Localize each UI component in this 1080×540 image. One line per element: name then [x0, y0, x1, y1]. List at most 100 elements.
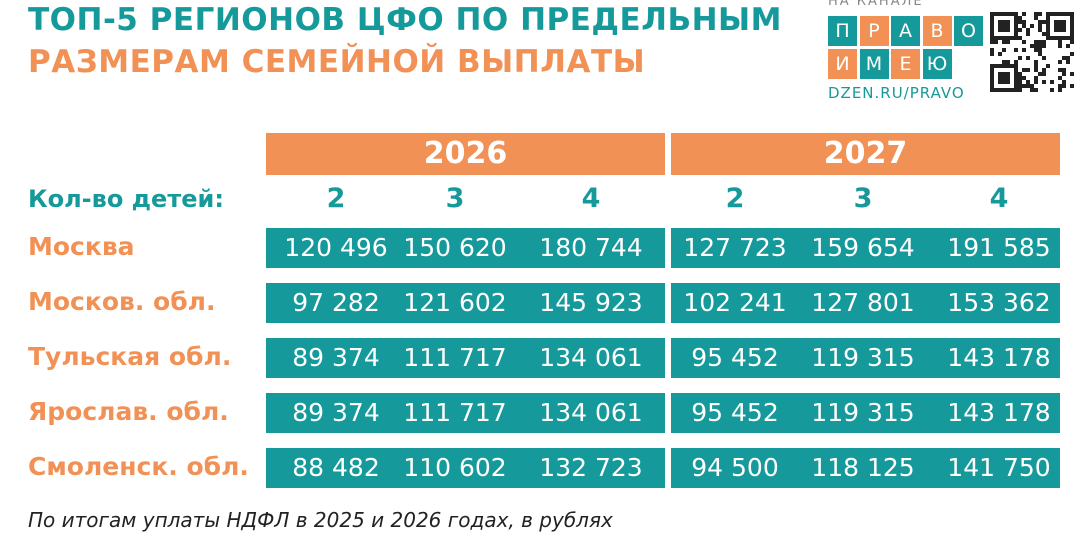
qr-module [1002, 40, 1006, 44]
qr-module [1034, 68, 1038, 72]
qr-module [1022, 76, 1026, 80]
qr-module [1062, 84, 1066, 88]
value-cell: 134 061 [539, 343, 643, 372]
value-cell: 88 482 [292, 453, 380, 482]
logo-tile: П [828, 16, 857, 46]
qr-module [998, 72, 1010, 84]
qr-module [1042, 56, 1046, 60]
value-cell: 110 602 [403, 453, 507, 482]
value-cell: 94 500 [691, 453, 779, 482]
qr-module [1046, 64, 1050, 68]
value-cell: 134 061 [539, 398, 643, 427]
logo-tile: М [859, 49, 889, 79]
qr-module [1002, 48, 1006, 52]
qr-module [1038, 40, 1042, 44]
value-cell: 111 717 [403, 398, 507, 427]
qr-module [1018, 56, 1022, 60]
year-header [266, 133, 665, 175]
qr-module [1062, 80, 1066, 84]
qr-module [1058, 88, 1062, 92]
value-cell: 121 602 [403, 288, 507, 317]
year-label: 2027 [823, 136, 908, 171]
year-label: 2026 [423, 136, 508, 171]
value-cell: 111 717 [403, 343, 507, 372]
qr-module [1066, 44, 1070, 48]
qr-module [1034, 12, 1038, 16]
value-cell: 120 496 [284, 233, 388, 262]
footnote: По итогам уплаты НДФЛ в 2025 и 2026 года… [28, 508, 613, 532]
qr-module [1058, 84, 1062, 88]
value-cell: 95 452 [691, 343, 779, 372]
row-band [266, 283, 665, 323]
qr-module [1026, 68, 1030, 72]
qr-module [1018, 72, 1022, 76]
qr-module [1038, 24, 1042, 28]
qr-module [1042, 80, 1046, 84]
qr-module [1018, 16, 1022, 20]
logo-caption: НА КАНАЛЕ [828, 0, 924, 9]
title-line1: ТОП-5 РЕГИОНОВ ЦФО ПО ПРЕДЕЛЬНЫМ [28, 2, 782, 38]
qr-module [1030, 84, 1034, 88]
qr-module [1014, 48, 1018, 52]
qr-module [1034, 40, 1038, 44]
qr-module [1022, 48, 1026, 52]
qr-module [1042, 44, 1046, 48]
qr-module [1058, 76, 1062, 80]
qr-module [1038, 52, 1042, 56]
qr-module [1058, 68, 1062, 72]
qr-module [1030, 88, 1034, 92]
row-band [266, 448, 665, 488]
row-band [671, 283, 1060, 323]
qr-module [1070, 72, 1074, 76]
value-cell: 143 178 [947, 398, 1051, 427]
qr-module [1026, 56, 1030, 60]
qr-module [1058, 40, 1062, 44]
qr-module [1042, 20, 1046, 24]
logo-tile: О [954, 16, 983, 46]
qr-module [1034, 48, 1038, 52]
logo-tile: В [922, 16, 952, 46]
logo-url: DZEN.RU/PRAVO [828, 84, 965, 102]
qr-module [1050, 88, 1054, 92]
qr-module [1058, 44, 1062, 48]
row-band [266, 338, 665, 378]
qr-module [1038, 72, 1042, 76]
qr-module [1026, 32, 1030, 36]
qr-module [1002, 60, 1006, 64]
region-name: Москов. обл. [28, 287, 216, 316]
value-cell: 95 452 [691, 398, 779, 427]
qr-module [1038, 44, 1042, 48]
logo-tile: Р [859, 16, 889, 46]
qr-module [1050, 80, 1054, 84]
qr-module [1026, 28, 1030, 32]
value-cell: 191 585 [947, 233, 1051, 262]
logo-tile: И [828, 49, 857, 79]
qr-module [1022, 40, 1026, 44]
qr-module [1018, 84, 1022, 88]
value-cell: 143 178 [947, 343, 1051, 372]
title-line2: РАЗМЕРАМ СЕМЕЙНОЙ ВЫПЛАТЫ [28, 44, 646, 80]
value-cell: 159 654 [811, 233, 915, 262]
qr-module [1062, 72, 1066, 76]
qr-module [1062, 68, 1066, 72]
row-band [266, 393, 665, 433]
qr-module [1062, 56, 1066, 60]
row-band [671, 393, 1060, 433]
qr-module [1042, 72, 1046, 76]
value-cell: 118 125 [811, 453, 915, 482]
qr-module [1034, 60, 1038, 64]
row-band [266, 228, 665, 268]
children-count: 3 [853, 183, 873, 214]
qr-module [1030, 44, 1034, 48]
qr-module [1034, 44, 1038, 48]
children-count: 2 [326, 183, 346, 214]
qr-module [1034, 88, 1038, 92]
qr-module [1054, 20, 1066, 32]
qr-module [1038, 12, 1042, 16]
qr-module [1042, 40, 1046, 44]
qr-module [1070, 84, 1074, 88]
value-cell: 150 620 [403, 233, 507, 262]
qr-module [1034, 80, 1038, 84]
qr-module [1006, 60, 1010, 64]
